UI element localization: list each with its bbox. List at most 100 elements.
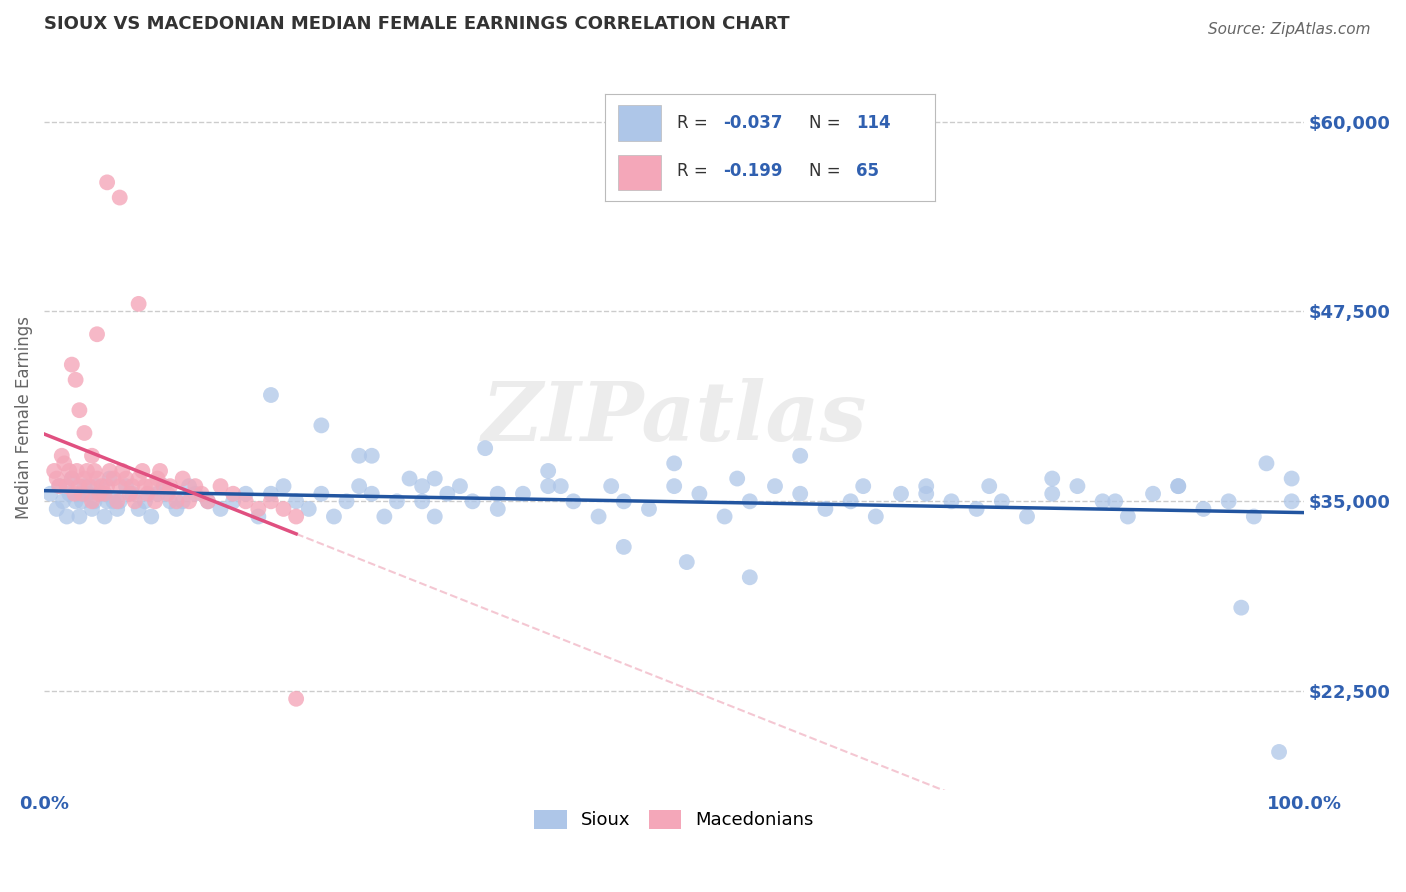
Point	[51, 449, 73, 463]
Point	[664, 456, 686, 470]
Point	[141, 509, 163, 524]
Point	[688, 487, 710, 501]
Point	[172, 494, 194, 508]
Point	[209, 479, 232, 493]
Point	[128, 297, 150, 311]
Point	[121, 487, 143, 501]
Point	[235, 487, 257, 501]
Point	[613, 494, 636, 508]
Point	[1192, 502, 1215, 516]
Point	[763, 479, 786, 493]
Point	[184, 479, 207, 493]
Point	[335, 494, 357, 508]
Point	[247, 509, 270, 524]
Point	[93, 509, 115, 524]
Point	[45, 471, 67, 485]
Point	[79, 479, 101, 493]
Point	[80, 502, 103, 516]
Point	[588, 509, 610, 524]
Point	[613, 540, 636, 554]
Text: N =: N =	[810, 162, 846, 180]
Point	[1218, 494, 1240, 508]
Point	[1142, 487, 1164, 501]
Y-axis label: Median Female Earnings: Median Female Earnings	[15, 317, 32, 519]
Point	[814, 502, 837, 516]
Point	[52, 494, 75, 508]
Point	[235, 494, 257, 508]
Point	[991, 494, 1014, 508]
Point	[146, 471, 169, 485]
Point	[260, 388, 283, 402]
Point	[311, 418, 333, 433]
Point	[98, 464, 121, 478]
Point	[1243, 509, 1265, 524]
Point	[562, 494, 585, 508]
Point	[285, 691, 308, 706]
Point	[86, 479, 108, 493]
Point	[537, 464, 560, 478]
Point	[373, 509, 395, 524]
Point	[67, 403, 90, 417]
Point	[108, 494, 131, 508]
Text: R =: R =	[678, 114, 713, 132]
Point	[149, 464, 172, 478]
Point	[128, 502, 150, 516]
Point	[96, 494, 118, 508]
Point	[159, 479, 181, 493]
Point	[423, 471, 446, 485]
Point	[67, 479, 90, 493]
Text: R =: R =	[678, 162, 713, 180]
Point	[360, 487, 382, 501]
Point	[738, 494, 761, 508]
Point	[600, 479, 623, 493]
Point	[1040, 471, 1063, 485]
Point	[1015, 509, 1038, 524]
Point	[184, 487, 207, 501]
Point	[285, 509, 308, 524]
Point	[153, 479, 176, 493]
Point	[675, 555, 697, 569]
Point	[839, 494, 862, 508]
Point	[45, 502, 67, 516]
Point	[1116, 509, 1139, 524]
Point	[172, 471, 194, 485]
Point	[76, 464, 98, 478]
Text: -0.037: -0.037	[724, 114, 783, 132]
Text: 65: 65	[856, 162, 879, 180]
Point	[60, 471, 83, 485]
Text: Source: ZipAtlas.com: Source: ZipAtlas.com	[1208, 22, 1371, 37]
Point	[285, 494, 308, 508]
Point	[474, 441, 496, 455]
Point	[449, 479, 471, 493]
Point	[273, 479, 295, 493]
Point	[134, 494, 156, 508]
Point	[121, 479, 143, 493]
Point	[512, 487, 534, 501]
Point	[222, 494, 245, 508]
Point	[1040, 487, 1063, 501]
Point	[56, 479, 79, 493]
Point	[915, 487, 938, 501]
Point	[73, 471, 96, 485]
Point	[103, 471, 125, 485]
Point	[67, 509, 90, 524]
Point	[70, 494, 93, 508]
Text: -0.199: -0.199	[724, 162, 783, 180]
Point	[165, 494, 187, 508]
Point	[347, 479, 370, 493]
Point	[1268, 745, 1291, 759]
Point	[98, 471, 121, 485]
Point	[890, 487, 912, 501]
Point	[1104, 494, 1126, 508]
Legend: Sioux, Macedonians: Sioux, Macedonians	[527, 803, 821, 837]
Point	[124, 494, 146, 508]
Point	[423, 509, 446, 524]
Point	[90, 487, 112, 501]
Point	[411, 494, 433, 508]
Point	[136, 487, 159, 501]
Point	[93, 487, 115, 501]
Point	[60, 471, 83, 485]
Point	[65, 494, 87, 508]
Point	[852, 479, 875, 493]
Point	[1281, 471, 1303, 485]
